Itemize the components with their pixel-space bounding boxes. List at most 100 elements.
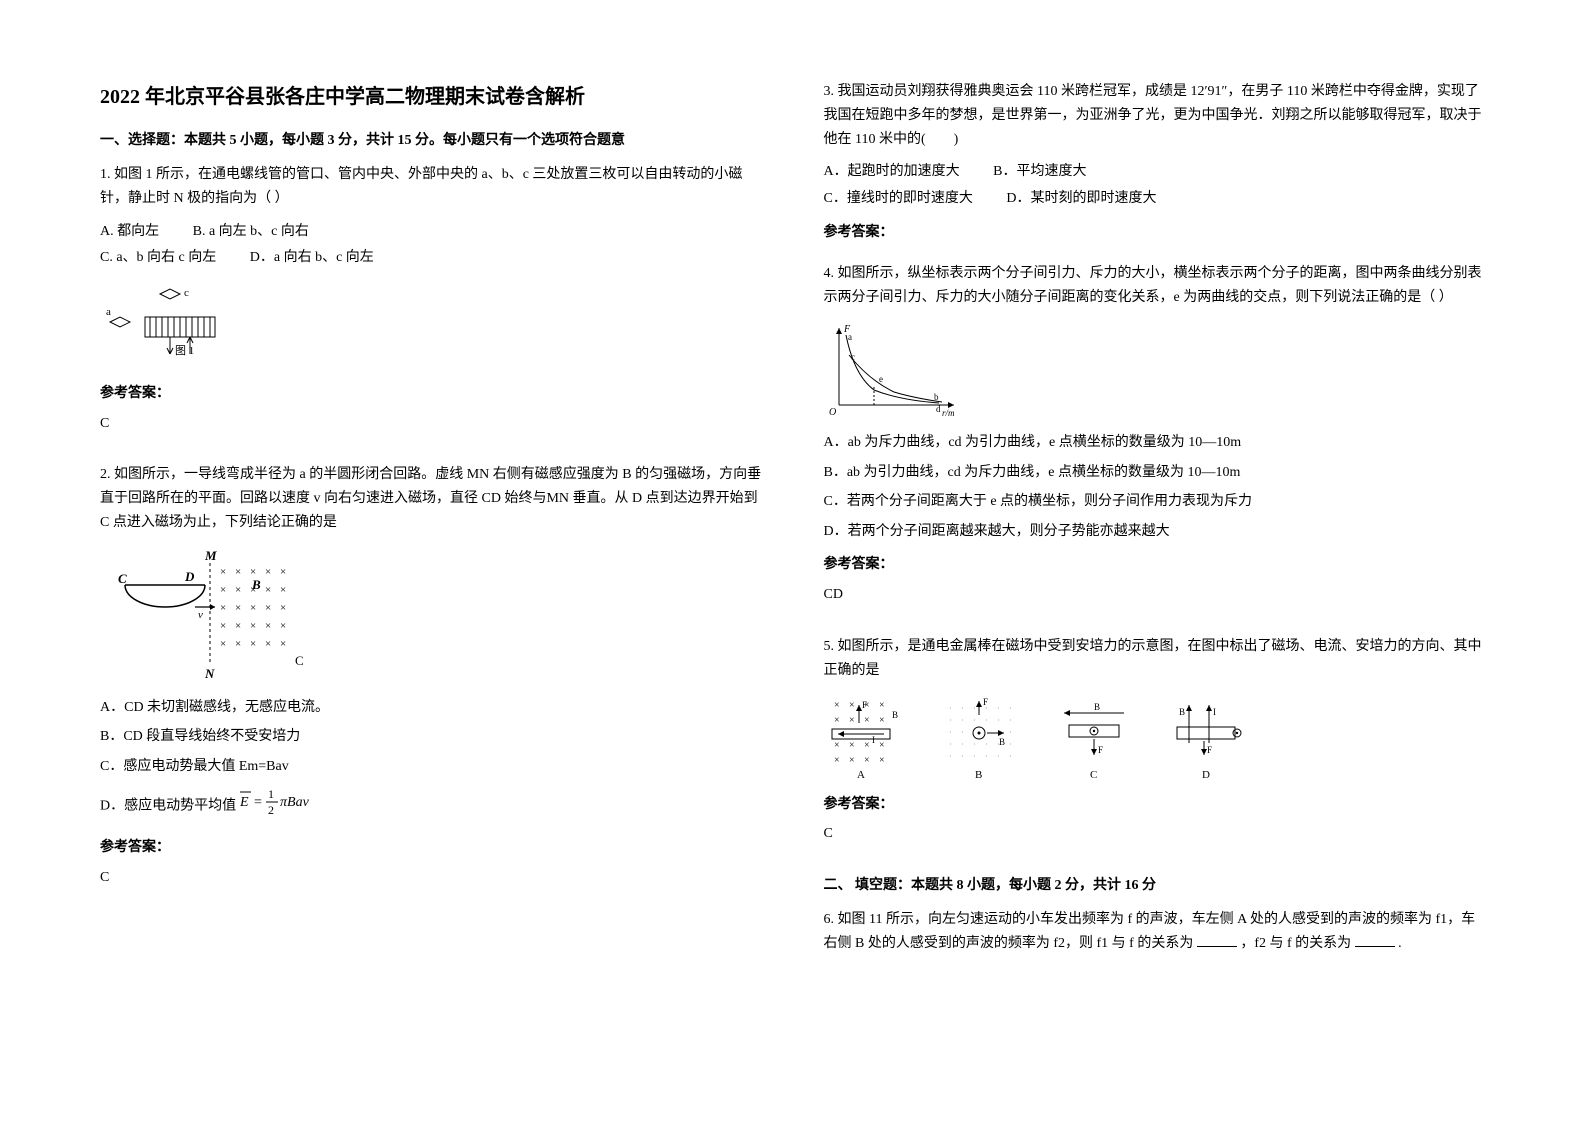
svg-text:·: · — [973, 752, 976, 761]
question-2: 2. 如图所示，一导线弯成半径为 a 的半圆形闭合回路。虚线 MN 右侧有磁感应… — [100, 463, 764, 905]
svg-text:×: × — [834, 700, 840, 711]
svg-text:·: · — [961, 740, 964, 749]
q4-answer: CD — [824, 583, 1488, 607]
q3-optA: A．起跑时的加速度大 — [824, 159, 960, 186]
q2-fig-M: M — [204, 548, 217, 563]
q2-optD: D．感应电动势平均值 E = 1 2 πBav — [100, 784, 764, 829]
svg-text:2: 2 — [268, 803, 274, 817]
fig-label-c: c — [184, 287, 189, 299]
svg-text:·: · — [949, 704, 952, 713]
svg-text:B: B — [999, 737, 1005, 747]
svg-text:×: × — [220, 584, 226, 596]
left-column: 2022 年北京平谷县张各庄中学高二物理期末试卷含解析 一、选择题：本题共 5 … — [100, 80, 764, 1082]
q2-optD-formula: E = 1 2 πBav — [240, 784, 320, 829]
svg-text:×: × — [280, 638, 286, 650]
svg-text:·: · — [949, 752, 952, 761]
q3-optB: B．平均速度大 — [993, 159, 1086, 186]
svg-text:·: · — [961, 752, 964, 761]
svg-text:×: × — [834, 755, 840, 766]
svg-text:×: × — [220, 566, 226, 578]
svg-text:·: · — [961, 716, 964, 725]
q5-text: 5. 如图所示，是通电金属棒在磁场中受到安培力的示意图，在图中标出了磁场、电流、… — [824, 635, 1488, 683]
svg-text:F: F — [1098, 745, 1103, 755]
svg-text:B: B — [1094, 702, 1100, 712]
svg-text:I: I — [1213, 707, 1216, 717]
q4-text: 4. 如图所示，纵坐标表示两个分子间引力、斥力的大小，横坐标表示两个分子的距离，… — [824, 262, 1488, 310]
svg-text:×: × — [834, 715, 840, 726]
q4-fig-c: c — [851, 352, 855, 362]
q2-optC: C．感应电动势最大值 Em=Bav — [100, 754, 764, 781]
svg-text:×: × — [280, 566, 286, 578]
q5-fig-C: C — [1090, 769, 1097, 781]
svg-text:×: × — [250, 638, 256, 650]
fig1-caption: 图 1 — [175, 344, 194, 357]
q1-optC: C. a、b 向右 c 向左 — [100, 245, 216, 272]
svg-text:×: × — [265, 602, 271, 614]
svg-text:×: × — [220, 620, 226, 632]
q2-optB: B．CD 段直导线始终不受安培力 — [100, 724, 764, 751]
svg-text:×: × — [849, 715, 855, 726]
q1-text: 1. 如图 1 所示，在通电螺线管的管口、管内中央、外部中央的 a、b、c 三处… — [100, 163, 764, 211]
q4-fig-b: b — [934, 392, 939, 402]
q2-options: A．CD 未切割磁感线，无感应电流。 B．CD 段直导线始终不受安培力 C．感应… — [100, 695, 764, 828]
svg-text:×: × — [280, 602, 286, 614]
svg-text:B: B — [892, 710, 898, 720]
q1-answer: C — [100, 412, 764, 436]
q3-options: A．起跑时的加速度大 B．平均速度大 C．撞线时的即时速度大 D．某时刻的即时速… — [824, 159, 1488, 212]
q4-fig-a: a — [848, 332, 852, 342]
q2-text: 2. 如图所示，一导线弯成半径为 a 的半圆形闭合回路。虚线 MN 右侧有磁感应… — [100, 463, 764, 534]
q4-options: A．ab 为斥力曲线，cd 为引力曲线，e 点横坐标的数量级为 10—10m B… — [824, 430, 1488, 545]
svg-text:×: × — [220, 638, 226, 650]
q4-fig-e: e — [879, 374, 883, 384]
svg-text:·: · — [1009, 752, 1012, 761]
svg-text:×: × — [250, 620, 256, 632]
q5-figure: ×××× ×××× ×××× ×××× F B I A — [824, 693, 1274, 783]
right-column: 3. 我国运动员刘翔获得雅典奥运会 110 米跨栏冠军，成绩是 12′91″，在… — [824, 80, 1488, 1082]
svg-text:×: × — [849, 755, 855, 766]
fig-label-a: a — [106, 306, 111, 318]
svg-text:×: × — [879, 740, 885, 751]
svg-text:I: I — [872, 735, 875, 745]
q6-text: 6. 如图 11 所示，向左匀速运动的小车发出频率为 f 的声波，车左侧 A 处… — [824, 908, 1488, 956]
svg-text:·: · — [949, 728, 952, 737]
svg-text:F: F — [983, 697, 988, 707]
q1-answer-label: 参考答案： — [100, 382, 764, 406]
svg-text:·: · — [997, 704, 1000, 713]
svg-text:·: · — [1009, 704, 1012, 713]
svg-text:×: × — [265, 638, 271, 650]
svg-text:·: · — [961, 728, 964, 737]
svg-text:πBav: πBav — [280, 795, 310, 810]
svg-text:×: × — [849, 700, 855, 711]
svg-text:·: · — [973, 740, 976, 749]
svg-text:×: × — [879, 755, 885, 766]
svg-text:×: × — [265, 566, 271, 578]
svg-text:×: × — [265, 584, 271, 596]
question-1: 1. 如图 1 所示，在通电螺线管的管口、管内中央、外部中央的 a、b、c 三处… — [100, 163, 764, 451]
section2-header: 二、 填空题：本题共 8 小题，每小题 2 分，共计 16 分 — [824, 874, 1488, 894]
q2-answer-label: 参考答案： — [100, 836, 764, 860]
svg-text:×: × — [879, 700, 885, 711]
svg-text:×: × — [250, 602, 256, 614]
svg-text:·: · — [961, 704, 964, 713]
q1-optA: A. 都向左 — [100, 219, 159, 246]
q1-optD: D．a 向右 b、c 向左 — [250, 245, 374, 272]
q2-fig-D: D — [184, 569, 195, 584]
svg-text:×: × — [265, 620, 271, 632]
q2-figure: M N ××××× ××××× ××××× ××××× ××××× B C D — [100, 545, 320, 685]
svg-text:×: × — [280, 584, 286, 596]
svg-text:·: · — [1009, 740, 1012, 749]
svg-text:×: × — [849, 740, 855, 751]
svg-text:F: F — [862, 700, 867, 710]
question-4: 4. 如图所示，纵坐标表示两个分子间引力、斥力的大小，横坐标表示两个分子的距离，… — [824, 262, 1488, 623]
q2-optA: A．CD 未切割磁感线，无感应电流。 — [100, 695, 764, 722]
svg-text:×: × — [235, 638, 241, 650]
question-5: 5. 如图所示，是通电金属棒在磁场中受到安培力的示意图，在图中标出了磁场、电流、… — [824, 635, 1488, 862]
q5-answer-label: 参考答案： — [824, 793, 1488, 817]
svg-text:×: × — [864, 715, 870, 726]
section1-header: 一、选择题：本题共 5 小题，每小题 3 分，共计 15 分。每小题只有一个选项… — [100, 129, 764, 149]
q3-answer-label: 参考答案： — [824, 221, 1488, 245]
q4-fig-r: r/m — [942, 408, 955, 418]
svg-text:·: · — [1009, 728, 1012, 737]
q4-fig-O: O — [829, 407, 836, 418]
q5-answer: C — [824, 822, 1488, 846]
